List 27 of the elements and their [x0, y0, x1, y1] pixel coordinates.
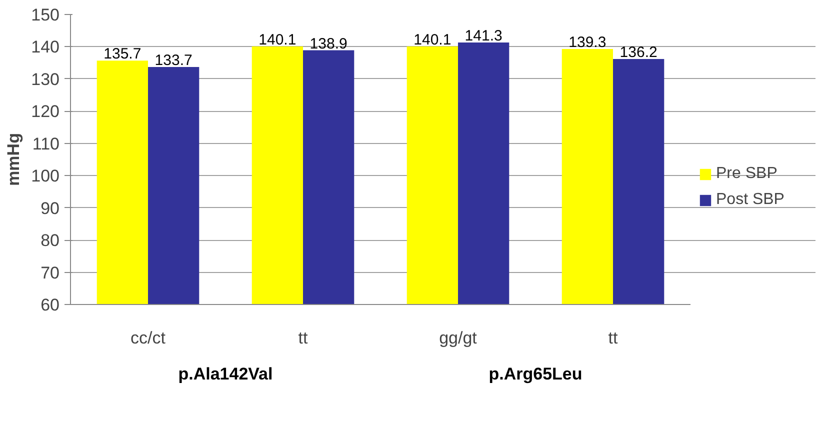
legend-label: Pre SBP: [716, 165, 778, 183]
y-tick-label: 120: [31, 102, 60, 122]
y-tick-label: 100: [31, 166, 60, 186]
data-label: 136.2: [620, 44, 658, 61]
x-tick-label: tt: [298, 328, 308, 348]
text: p.Ala142Val: [178, 364, 273, 384]
data-label: 133.7: [154, 52, 192, 70]
y-axis-title: mmHg: [4, 133, 24, 186]
y-tick-label: 110: [32, 134, 60, 154]
data-label: 139.3: [568, 34, 606, 51]
data-label: 135.7: [104, 46, 142, 63]
data-label: 140.1: [414, 31, 452, 48]
y-tick-label: 70: [40, 263, 60, 282]
data-label: 141.3: [464, 28, 502, 45]
legend-label: Post SBP: [716, 191, 784, 209]
y-tick-label: 60: [40, 296, 60, 314]
y-tick-label: 90: [40, 198, 60, 218]
x-tick-label: gg/gt: [439, 328, 478, 348]
data-label: 138.9: [310, 35, 348, 52]
x-tick-label: tt: [608, 328, 618, 348]
y-tick-label: 130: [31, 70, 60, 89]
x-tick-label: cc/ct: [130, 328, 166, 348]
text: p.Arg65Leu: [488, 364, 582, 384]
data-label: 140.1: [258, 31, 296, 48]
y-tick-label: 80: [40, 231, 60, 250]
y-tick-label: 140: [31, 38, 60, 57]
y-tick-label: 150: [31, 6, 60, 24]
